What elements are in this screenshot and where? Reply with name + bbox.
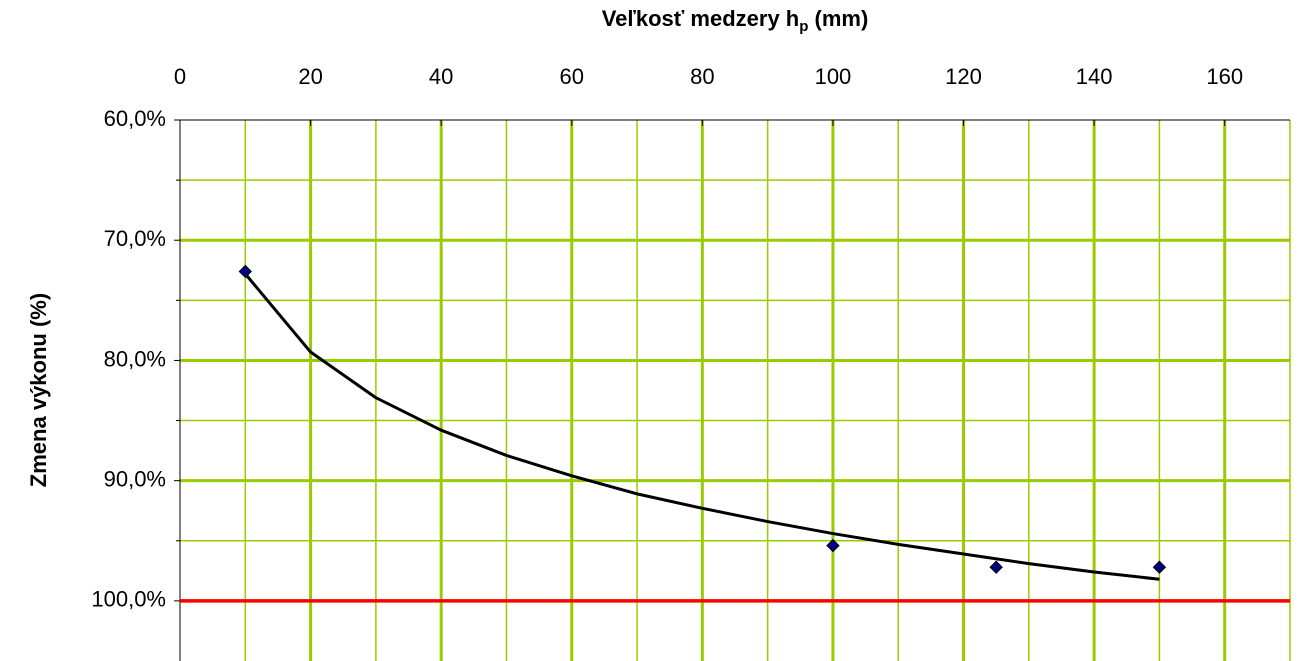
x-tick-label: 60: [560, 64, 584, 89]
x-tick-label: 20: [298, 64, 322, 89]
data-point: [826, 538, 840, 553]
x-axis-title-unit: (mm): [808, 6, 868, 31]
x-tick-label: 40: [429, 64, 453, 89]
y-tick-label: 100,0%: [91, 587, 166, 612]
x-tick-label: 140: [1076, 64, 1113, 89]
x-axis-title: Veľkosť medzery hp (mm): [602, 6, 869, 35]
y-tick-label: 80,0%: [104, 346, 166, 371]
y-axis-title: Zmena výkonu (%): [26, 293, 51, 487]
data-point: [989, 560, 1003, 574]
x-axis-title-sub: p: [799, 18, 808, 35]
data-point: [238, 264, 253, 279]
x-tick-label: 100: [815, 64, 852, 89]
trend-line: [244, 272, 1160, 581]
x-tick-label: 0: [174, 64, 186, 89]
y-tick-label: 70,0%: [104, 226, 166, 251]
y-tick-label: 60,0%: [104, 106, 166, 131]
x-tick-label: 80: [690, 64, 714, 89]
x-axis-title-main: Veľkosť medzery h: [602, 6, 800, 31]
y-tick-label: 90,0%: [104, 466, 166, 491]
x-tick-label: 160: [1206, 64, 1243, 89]
data-point: [1152, 560, 1167, 574]
x-tick-label: 120: [945, 64, 982, 89]
